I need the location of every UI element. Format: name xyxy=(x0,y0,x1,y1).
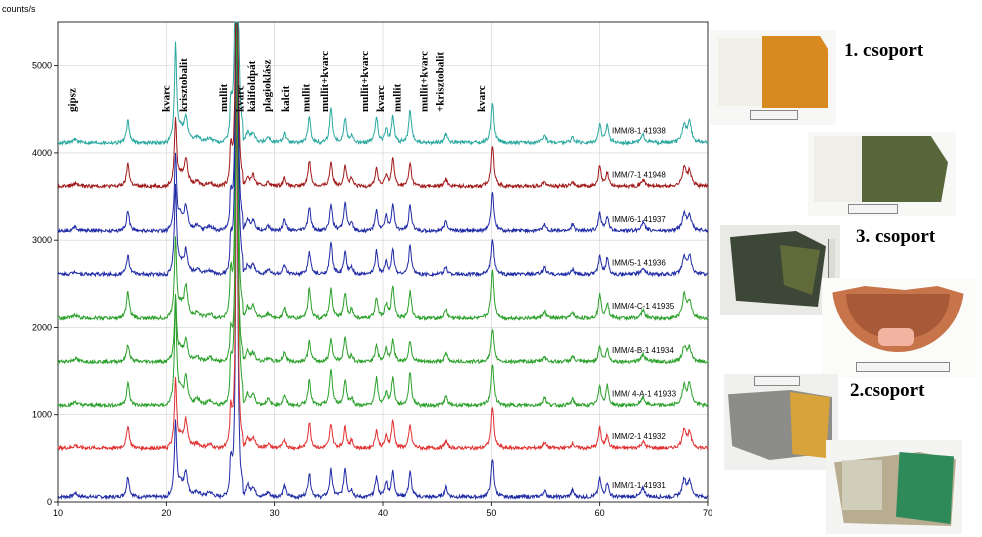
chart-grid xyxy=(57,22,709,503)
peak-annotation: kvarc xyxy=(375,85,387,112)
y-tick-label: 3000 xyxy=(32,235,52,245)
y-tick-label: 4000 xyxy=(32,148,52,158)
series-line xyxy=(57,21,709,234)
series-label: IMM/1-1 41931 xyxy=(612,481,666,490)
peak-annotation: kvarc xyxy=(234,85,246,112)
series-label: IMM/2-1 41932 xyxy=(612,432,666,441)
series-label: IMM/7-1 41948 xyxy=(612,170,666,179)
y-tick-label: 5000 xyxy=(32,61,52,71)
series-label: IMM/4-B-1 41934 xyxy=(612,346,674,355)
peak-annotation: kálifoldpát xyxy=(246,60,258,112)
series-label: IMM/8-1 41938 xyxy=(612,127,666,136)
photo-bowl-fragment xyxy=(822,278,976,378)
x-tick-label: 40 xyxy=(378,508,388,518)
peak-annotation: mullit+kvarc xyxy=(319,51,331,112)
photo-dark-glazed-shard xyxy=(720,225,840,315)
peak-annotation: kalcit xyxy=(280,85,292,112)
series-line xyxy=(57,21,709,409)
y-tick-label: 0 xyxy=(47,497,52,507)
series-label: IMM/4-C-1 41935 xyxy=(612,302,675,311)
peak-annotation: plagioklász xyxy=(261,59,273,112)
peak-annotation: kvarc xyxy=(476,85,488,112)
group-label-3: 3. csoport xyxy=(856,226,936,247)
xrd-chart: 10 20 30 40 50 60 70 0 1000 2000 3000 4000 5000 IMM/… xyxy=(2,4,712,518)
x-tick-label: 20 xyxy=(161,508,171,518)
x-tick-label: 60 xyxy=(595,508,605,518)
series-layer xyxy=(57,21,709,501)
series-line xyxy=(57,21,709,147)
photo-green-white-shard xyxy=(826,440,962,534)
peak-annotation: +krisztobalit xyxy=(435,52,447,112)
series-line xyxy=(57,21,709,278)
photo-green-glazed-tile xyxy=(808,132,956,216)
series-line xyxy=(57,21,709,190)
series-line xyxy=(57,55,709,452)
photo-orange-glazed-tile xyxy=(710,30,836,125)
series-label: IMM/6-1 41937 xyxy=(612,215,666,224)
group-label-2: 2.csoport xyxy=(850,380,925,401)
series-line xyxy=(57,21,709,366)
chart-axes: 10 20 30 40 50 60 70 0 1000 2000 3000 4000 5000 xyxy=(32,21,712,518)
peak-annotation: kvarc xyxy=(161,85,173,112)
x-tick-label: 50 xyxy=(486,508,496,518)
x-tick-label: 10 xyxy=(53,508,63,518)
group-label-1: 1. csoport xyxy=(844,40,924,61)
y-tick-label: 2000 xyxy=(32,322,52,332)
y-axis-label: counts/s xyxy=(2,4,36,14)
series-line xyxy=(57,21,709,322)
series-labels: IMM/1-1 41931 IMM/2-1 41932 IMM/ 4-A-1 419… xyxy=(612,127,677,490)
peak-annotation: gipsz xyxy=(66,88,78,112)
peak-annotation: mullit xyxy=(300,84,312,112)
peak-annotation: krisztobalit xyxy=(178,58,190,112)
series-label: IMM/ 4-A-1 41933 xyxy=(612,389,677,398)
peak-annotations: gipsz kvarc krisztobalit mullit kvarc kálifol… xyxy=(66,51,488,112)
peak-annotation: mullit+kvarc xyxy=(418,51,430,112)
peak-annotation: mullit xyxy=(218,84,230,112)
series-label: IMM/5-1 41936 xyxy=(612,258,666,267)
x-tick-label: 70 xyxy=(703,508,712,518)
peak-annotation: mullit xyxy=(391,84,403,112)
peak-annotation: mullit+kvarc xyxy=(359,51,371,112)
photo-grey-yellow-shard xyxy=(724,374,838,470)
x-tick-label: 30 xyxy=(270,508,280,518)
series-line xyxy=(57,63,709,501)
y-tick-label: 1000 xyxy=(32,410,52,420)
